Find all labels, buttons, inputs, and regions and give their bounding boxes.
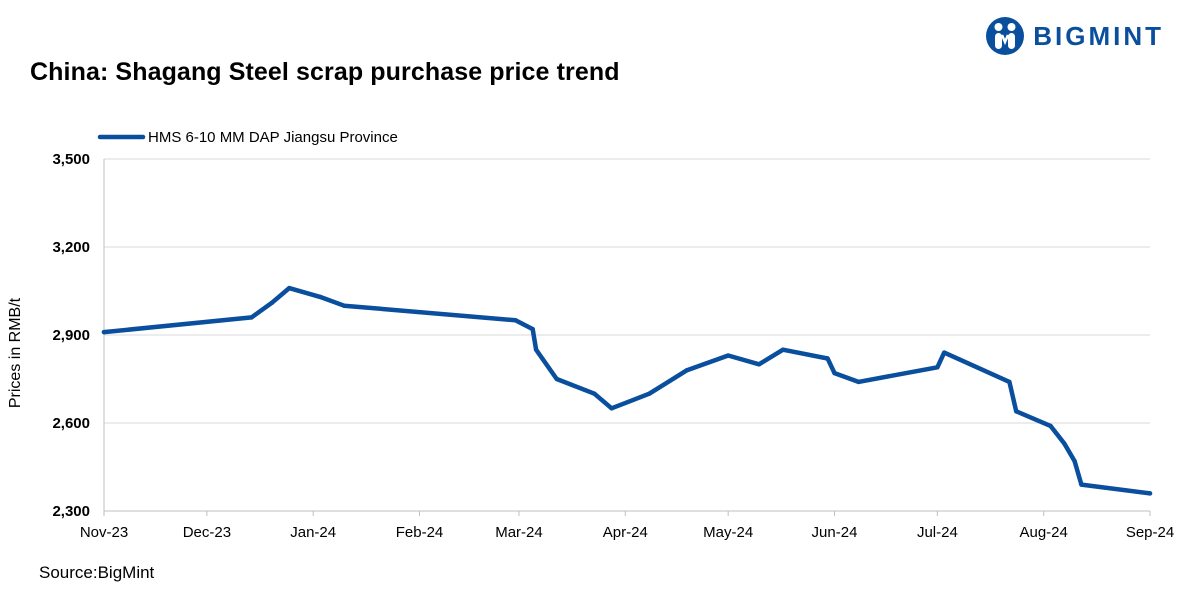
x-tick-label: Nov-23	[80, 524, 128, 541]
data-point	[935, 365, 940, 370]
y-tick-labels: 2,300 2,600 2,900 3,200 3,500	[52, 151, 90, 520]
data-point	[942, 350, 947, 355]
brand-name: BIGMINT	[1033, 21, 1164, 51]
data-point	[249, 315, 254, 320]
x-tick-label: Feb-24	[396, 524, 444, 541]
x-tick-label: Dec-23	[183, 524, 231, 541]
data-point	[647, 391, 652, 396]
data-point	[101, 329, 107, 335]
x-tick-label: May-24	[703, 524, 753, 541]
data-point	[1048, 423, 1053, 429]
data-point	[832, 370, 837, 376]
source-note: Source:BigMint	[39, 563, 155, 582]
y-axis-title: Prices in RMB/t	[7, 297, 24, 408]
series-layer	[101, 285, 1153, 496]
x-tick-label: Jun-24	[812, 524, 858, 541]
data-point	[1147, 491, 1153, 496]
x-tick-label: Jul-24	[917, 524, 958, 541]
data-point	[725, 353, 731, 358]
data-point	[1062, 441, 1067, 446]
y-tick-label: 2,300	[52, 503, 90, 520]
grid-lines	[104, 158, 1150, 424]
data-point	[684, 368, 690, 373]
data-point	[592, 391, 597, 396]
legend: HMS 6-10 MM DAP Jiangsu Province	[97, 129, 398, 146]
data-point	[856, 379, 861, 385]
data-point	[825, 356, 830, 361]
x-tick-label: Aug-24	[1019, 524, 1067, 541]
y-tick-label: 2,600	[52, 415, 90, 432]
data-point	[269, 300, 275, 305]
data-point	[1007, 379, 1012, 385]
data-point	[533, 347, 539, 352]
data-point	[756, 362, 762, 367]
data-point	[780, 347, 786, 352]
x-tick-label: Apr-24	[603, 524, 648, 541]
data-point	[554, 376, 559, 382]
x-tick-label: Mar-24	[495, 524, 543, 541]
data-point	[341, 303, 347, 308]
chart-title: China: Shagang Steel scrap purchase pric…	[30, 58, 620, 86]
brand-logo: BIGMINT	[985, 16, 1164, 56]
data-point	[513, 318, 518, 323]
y-tick-label: 3,200	[52, 239, 90, 256]
axes	[103, 159, 1151, 516]
data-point	[1014, 409, 1019, 414]
bigmint-logo-icon	[986, 17, 1025, 55]
data-point	[317, 294, 323, 300]
y-tick-label: 2,900	[52, 327, 90, 344]
data-point	[286, 285, 292, 291]
data-point	[609, 406, 614, 411]
legend-label: HMS 6-10 MM DAP Jiangsu Province	[148, 129, 398, 146]
data-point	[530, 326, 535, 332]
x-tick-label: Sep-24	[1126, 524, 1174, 541]
x-tick-label: Jan-24	[290, 524, 336, 541]
series-line	[101, 285, 1153, 496]
x-tick-labels: Nov-23 Dec-23 Jan-24 Feb-24 Mar-24 Apr-24 May-…	[80, 524, 1174, 541]
data-point	[1079, 482, 1084, 487]
y-tick-label: 3,500	[52, 151, 90, 168]
data-point	[1072, 458, 1077, 464]
